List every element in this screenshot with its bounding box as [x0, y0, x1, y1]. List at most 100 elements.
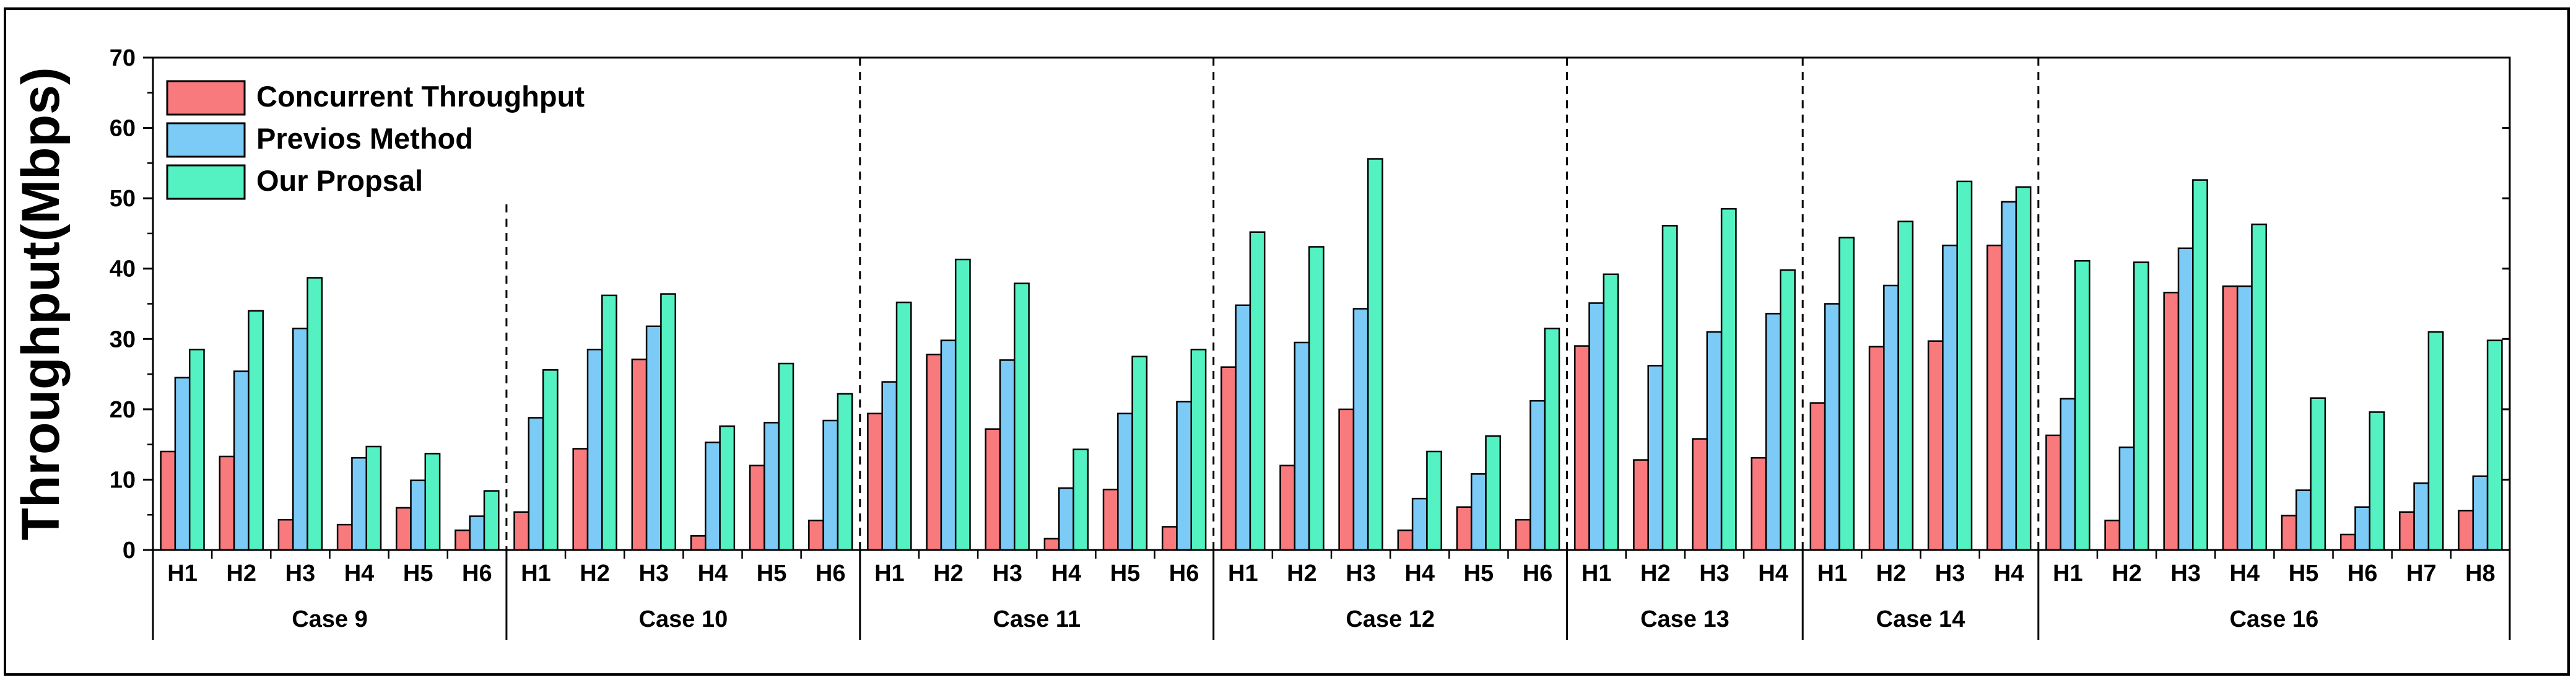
y-tick-label: 60 — [110, 116, 136, 142]
bar-case-9-h6-s3 — [483, 490, 500, 551]
bar-case-10-h3-s1 — [631, 358, 648, 551]
x-tick-label: H8 — [2465, 561, 2496, 587]
bar-case-16-h6-s1 — [2339, 533, 2356, 551]
bar-case-11-h3-s2 — [999, 359, 1016, 551]
bar-case-13-h3-s1 — [1692, 438, 1708, 551]
bar-case-10-h2-s1 — [572, 448, 589, 551]
bar-case-16-h1-s3 — [2074, 260, 2091, 551]
legend-label: Concurrent Throughput — [256, 80, 585, 113]
bar-case-11-h1-s3 — [895, 301, 912, 551]
group-label: Case 9 — [292, 606, 368, 632]
bar-case-11-h3-s1 — [985, 428, 1001, 551]
bar-case-11-h5-s3 — [1131, 356, 1148, 551]
bar-case-13-h2-s1 — [1633, 459, 1649, 551]
bar-case-14-h1-s3 — [1838, 237, 1855, 551]
x-tick-label: H3 — [285, 561, 316, 587]
group-label: Case 10 — [639, 606, 728, 632]
bar-case-9-h4-s2 — [351, 456, 367, 551]
bar-case-11-h2-s2 — [940, 339, 957, 551]
bar-case-16-h7-s2 — [2413, 482, 2430, 551]
bar-case-12-h5-s1 — [1456, 506, 1473, 551]
bar-case-12-h1-s2 — [1235, 304, 1251, 551]
bar-case-10-h5-s3 — [778, 362, 794, 551]
bar-case-16-h6-s2 — [2354, 506, 2371, 551]
bar-case-16-h8-s3 — [2486, 339, 2503, 551]
bar-case-12-h4-s3 — [1426, 450, 1442, 551]
bar-case-12-h2-s3 — [1308, 246, 1325, 551]
bar-case-10-h6-s2 — [822, 419, 839, 551]
bar-case-13-h3-s3 — [1720, 207, 1737, 551]
legend-swatch — [166, 80, 246, 116]
bar-case-12-h6-s1 — [1515, 518, 1531, 551]
group-label: Case 13 — [1640, 606, 1730, 632]
bar-case-16-h8-s2 — [2472, 475, 2489, 551]
bar-case-16-h5-s2 — [2295, 489, 2312, 551]
x-tick-label: H2 — [1876, 561, 1907, 587]
y-tick-label: 30 — [110, 326, 136, 352]
x-tick-label: H3 — [992, 561, 1022, 587]
x-tick-label: H1 — [2053, 561, 2083, 587]
bar-case-10-h1-s1 — [513, 511, 530, 551]
x-tick-label: H1 — [167, 561, 198, 587]
bar-case-16-h1-s2 — [2060, 398, 2076, 551]
bar-case-14-h3-s1 — [1927, 340, 1944, 551]
bar-case-11-h1-s2 — [881, 381, 898, 551]
y-axis-label: Throughput(Mbps) — [11, 67, 71, 540]
group-label: Case 12 — [1346, 606, 1435, 632]
group-label: Case 14 — [1876, 606, 1965, 632]
bar-case-14-h4-s2 — [2001, 201, 2017, 551]
legend-label: Previos Method — [256, 122, 473, 155]
bar-case-16-h2-s3 — [2133, 261, 2149, 551]
x-tick-label: H5 — [1110, 561, 1141, 587]
x-tick-label: H3 — [1935, 561, 1965, 587]
bar-case-10-h2-s3 — [601, 294, 617, 551]
x-tick-label: H4 — [2230, 561, 2260, 587]
bar-case-16-h1-s1 — [2045, 434, 2061, 551]
y-tick-label: 20 — [110, 397, 136, 423]
bar-case-12-h6-s2 — [1530, 399, 1546, 551]
bar-case-9-h5-s3 — [424, 453, 441, 551]
bar-case-10-h4-s3 — [719, 425, 736, 551]
x-tick-label: H6 — [462, 561, 492, 587]
bar-case-13-h1-s3 — [1603, 273, 1619, 551]
group-label: Case 16 — [2230, 606, 2319, 632]
bar-case-9-h6-s2 — [469, 515, 485, 551]
bar-case-10-h4-s1 — [690, 535, 707, 551]
bar-case-13-h1-s2 — [1588, 302, 1605, 551]
bar-case-14-h2-s3 — [1897, 220, 1914, 551]
bar-case-16-h3-s3 — [2192, 179, 2208, 551]
bar-case-11-h2-s1 — [926, 354, 942, 551]
bar-case-9-h4-s3 — [365, 445, 382, 551]
bar-case-9-h2-s1 — [219, 455, 235, 551]
x-tick-label: H4 — [698, 561, 728, 587]
bar-case-11-h4-s1 — [1043, 538, 1060, 551]
x-tick-label: H4 — [1758, 561, 1788, 587]
bar-case-12-h3-s3 — [1367, 158, 1383, 551]
bar-case-16-h7-s3 — [2427, 331, 2444, 551]
bar-case-10-h2-s2 — [586, 349, 603, 551]
bar-case-13-h4-s1 — [1751, 456, 1767, 551]
bar-case-11-h5-s1 — [1102, 489, 1119, 551]
bar-case-9-h3-s1 — [277, 518, 294, 551]
bar-case-10-h4-s2 — [705, 441, 721, 551]
bar-case-11-h4-s3 — [1073, 448, 1089, 551]
bar-case-16-h3-s2 — [2177, 247, 2194, 551]
bar-case-16-h4-s1 — [2222, 285, 2239, 551]
x-tick-label: H6 — [816, 561, 846, 587]
x-tick-label: H5 — [1464, 561, 1494, 587]
x-tick-label: H1 — [874, 561, 905, 587]
x-tick-label: H2 — [1640, 561, 1671, 587]
bar-case-16-h6-s3 — [2369, 411, 2385, 551]
x-tick-label: H3 — [2170, 561, 2201, 587]
bar-case-11-h1-s1 — [867, 412, 883, 551]
x-tick-label: H1 — [1817, 561, 1848, 587]
bar-case-9-h3-s2 — [292, 328, 308, 551]
legend-label: Our Propsal — [256, 164, 423, 197]
group-label: Case 11 — [993, 606, 1081, 632]
bar-case-9-h1-s1 — [160, 450, 176, 551]
y-tick-label: 0 — [123, 538, 136, 564]
bar-case-14-h3-s3 — [1956, 180, 1973, 551]
bar-case-16-h4-s3 — [2251, 223, 2268, 551]
x-tick-label: H2 — [1287, 561, 1317, 587]
